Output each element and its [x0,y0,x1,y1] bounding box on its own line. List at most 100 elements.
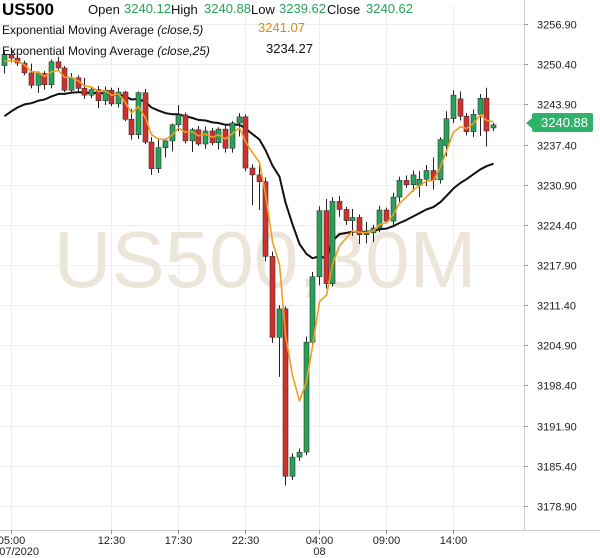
candle-body [182,114,189,142]
y-tick-label: 3224.40 [537,221,577,233]
candle-body [155,147,162,169]
y-tick-label: 3178.90 [537,502,577,514]
x-tick-label: 09:00 [373,535,401,547]
ema5-legend-args: (close,5) [157,23,204,37]
candle-body [128,118,135,136]
candle-body [457,98,464,117]
x-tick-label: 12:30 [98,535,126,547]
y-tick-label: 3185.40 [537,462,577,474]
y-tick-label: 3198.40 [537,381,577,393]
candle-body [443,118,450,147]
candle-body [356,217,363,236]
candle-body [403,180,410,186]
ema25-value: 3234.27 [266,41,313,56]
y-tick-label: 3217.90 [537,261,577,273]
y-tick-label: 3230.90 [537,181,577,193]
candle-body [343,209,350,221]
candle-body [189,129,196,142]
candle-body [477,97,484,115]
candle-body [490,124,497,129]
candle-body [289,456,296,477]
candle-body [249,167,256,176]
price-tag-pointer [526,117,533,130]
candle-body [41,73,48,85]
candle-body [262,181,269,257]
candle-body [349,217,356,221]
candle-body [162,140,169,148]
candle-body [68,77,75,91]
candle-body [323,210,330,284]
y-tick-label: 3191.90 [537,422,577,434]
ema25-legend-label: Exponential Moving Average [2,44,154,58]
candle-body [483,97,490,132]
low-label: Low [251,2,275,17]
x-tick-label: 22:30 [232,535,260,547]
candle-body [202,130,209,145]
candle-body [396,180,403,198]
candle-body [376,209,383,229]
y-axis: 3256.90 3250.40 3243.90 3237.40 3230.90 3224.… [524,20,577,514]
candle-body [81,88,88,96]
candle-body [450,94,457,119]
ema25-legend-args: (close,25) [157,44,210,58]
candle-body [383,209,390,222]
candle-body [236,116,243,124]
candle-body [55,61,62,69]
symbol-name: US500 [2,0,54,19]
candles [1,47,497,486]
candle-body [282,308,289,477]
candle-body [316,210,323,278]
ema5-line [4,59,494,402]
x-tick-label: 17:30 [165,535,193,547]
candle-body [363,232,370,236]
x-tick-label: 05:00 [0,535,25,547]
x-tick-sublabel: 08 [313,546,325,558]
ema5-series-line [4,59,494,402]
candle-body [276,308,283,338]
candle-body [135,92,142,136]
x-tick-sublabel: 01/07/2020 [0,546,39,558]
candle-body [61,67,68,91]
candle-body [410,174,417,186]
candle-body [303,341,310,453]
close-label: Close [327,2,361,17]
candle-body [1,54,8,66]
candle-body [195,129,202,145]
candle-body [423,170,430,180]
last-price-tag: 3240.88 [532,113,593,133]
candle-body [95,89,102,102]
candle-body [437,139,444,181]
ema5-value: 3241.07 [258,20,305,35]
y-tick-label: 3237.40 [537,141,577,153]
high-value: 3240.88 [204,1,251,16]
y-tick-label: 3243.90 [537,100,577,112]
high-label: High [171,2,198,17]
candle-body [8,54,15,59]
open-label: Open [88,2,120,17]
candle-body [88,89,95,96]
candle-body [269,256,276,338]
candle-body [35,73,42,86]
x-tick-label: 14:00 [440,535,468,547]
y-tick-label: 3211.40 [537,301,576,313]
open-value: 3240.12 [124,1,171,16]
ema5-legend: Exponential Moving Average (close,5) [2,23,203,37]
low-value: 3239.62 [279,1,326,16]
candle-body [175,114,182,126]
y-tick-label: 3204.90 [537,341,577,353]
ema5-legend-label: Exponential Moving Average [2,23,154,37]
candle-body [28,72,35,86]
y-tick-label: 3256.90 [537,20,577,32]
y-tick-label: 3250.40 [537,60,577,72]
candle-body [336,201,343,210]
x-tick-label: 04:00 [306,535,334,547]
candle-body [148,141,155,169]
candle-body [463,115,470,132]
candle-body [296,451,303,458]
candle-body [329,201,336,284]
candle-body [108,89,115,105]
close-value: 3240.62 [366,1,413,16]
ema25-legend: Exponential Moving Average (close,25) [2,44,210,58]
